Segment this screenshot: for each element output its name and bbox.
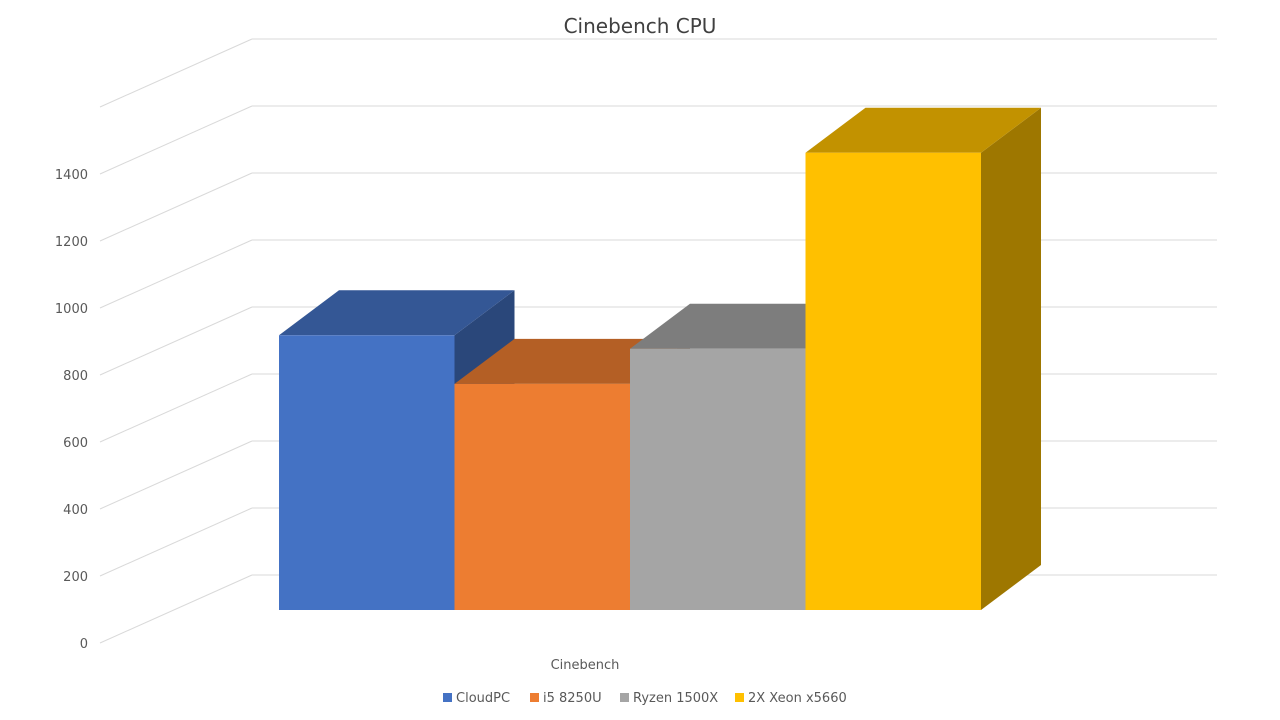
bar-top bbox=[279, 290, 515, 336]
gridline-side bbox=[99, 306, 253, 376]
gridline-side bbox=[99, 172, 253, 242]
legend-label: CloudPC bbox=[456, 691, 510, 706]
legend-swatch bbox=[620, 693, 629, 702]
legend: CloudPC i5 8250U Ryzen 1500X 2X Xeon x5660 bbox=[443, 691, 847, 706]
y-axis-ticks: 0 200 400 600 800 1000 1200 1400 bbox=[55, 168, 88, 652]
x-category-label: Cinebench bbox=[551, 658, 620, 673]
y-tick-label: 1400 bbox=[55, 168, 88, 183]
bar-front bbox=[630, 348, 806, 610]
legend-label: 2X Xeon x5660 bbox=[748, 691, 847, 706]
legend-item: CloudPC bbox=[443, 691, 510, 706]
gridline-side bbox=[99, 440, 253, 510]
legend-swatch bbox=[530, 693, 539, 702]
gridline-side bbox=[99, 105, 253, 175]
gridline-side bbox=[99, 373, 253, 443]
bar-front bbox=[805, 152, 981, 610]
bar-top bbox=[805, 107, 1041, 153]
y-tick-label: 200 bbox=[63, 570, 88, 585]
y-tick-label: 400 bbox=[63, 503, 88, 518]
gridline-side bbox=[99, 507, 253, 577]
bar-front bbox=[279, 335, 455, 610]
bars bbox=[279, 107, 1041, 610]
gridline-side bbox=[99, 574, 253, 644]
y-tick-label: 800 bbox=[63, 369, 88, 384]
y-tick-label: 1000 bbox=[55, 302, 88, 317]
legend-swatch bbox=[443, 693, 452, 702]
legend-label: i5 8250U bbox=[543, 691, 602, 706]
y-tick-label: 1200 bbox=[55, 235, 88, 250]
bar-2x-xeon-x5660 bbox=[805, 107, 1041, 610]
y-tick-label: 0 bbox=[80, 637, 88, 652]
bar-side bbox=[981, 107, 1041, 610]
gridline-side bbox=[99, 38, 253, 108]
legend-label: Ryzen 1500X bbox=[633, 691, 718, 706]
legend-swatch bbox=[735, 693, 744, 702]
gridline-side bbox=[99, 239, 253, 309]
bar-front bbox=[454, 383, 630, 610]
y-tick-label: 600 bbox=[63, 436, 88, 451]
legend-item: i5 8250U bbox=[530, 691, 602, 706]
chart-title: Cinebench CPU bbox=[564, 14, 717, 38]
legend-item: Ryzen 1500X bbox=[620, 691, 718, 706]
legend-item: 2X Xeon x5660 bbox=[735, 691, 847, 706]
